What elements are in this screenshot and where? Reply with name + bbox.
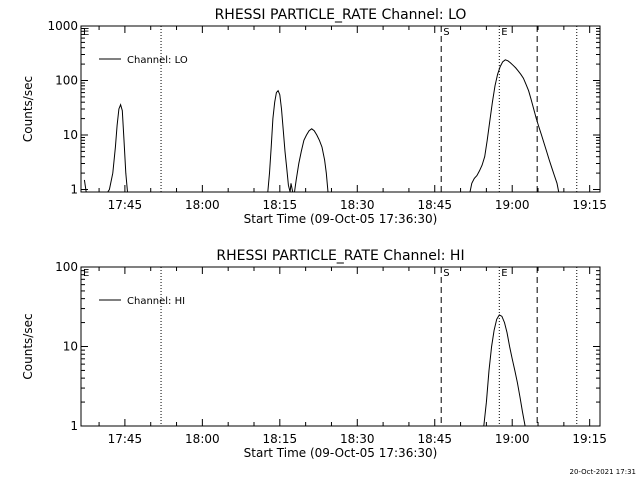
series-line xyxy=(83,59,560,193)
y-axis-label: Counts/sec xyxy=(21,313,35,379)
legend-label: Channel: LO xyxy=(127,55,188,66)
y-tick-label: 100 xyxy=(55,74,78,88)
x-tick-label: 19:00 xyxy=(495,432,530,446)
x-tick-label: 18:45 xyxy=(417,432,452,446)
x-tick-label: 19:15 xyxy=(572,198,607,212)
chart-title: RHESSI PARTICLE_RATE Channel: HI xyxy=(216,248,464,264)
plot-frame xyxy=(80,25,601,193)
x-tick-label: 18:15 xyxy=(263,432,298,446)
plot-frame xyxy=(80,266,601,427)
marker-label-e: E xyxy=(83,268,89,279)
marker-label-e: E xyxy=(83,27,89,38)
x-axis-label: Start Time (09-Oct-05 17:36:30) xyxy=(244,446,438,460)
hi-channel-plot: RHESSI PARTICLE_RATE Channel: HI Start Ti… xyxy=(21,248,607,460)
y-tick-label: 1 xyxy=(70,419,78,433)
x-tick-label: 18:15 xyxy=(263,198,298,212)
y-tick-label: 1000 xyxy=(47,19,78,33)
x-tick-label: 18:45 xyxy=(417,198,452,212)
x-tick-label: 19:15 xyxy=(572,432,607,446)
lo-channel-plot: RHESSI PARTICLE_RATE Channel: LO Start Ti… xyxy=(21,7,607,226)
x-axis-label: Start Time (09-Oct-05 17:36:30) xyxy=(244,212,438,226)
y-tick-label: 1 xyxy=(70,183,78,197)
x-tick-label: 18:30 xyxy=(340,198,375,212)
x-tick-label: 17:45 xyxy=(108,198,143,212)
y-tick-label: 100 xyxy=(55,260,78,274)
y-tick-label: 10 xyxy=(63,340,78,354)
x-tick-label: 19:00 xyxy=(495,198,530,212)
chart-title: RHESSI PARTICLE_RATE Channel: LO xyxy=(215,7,467,23)
x-tick-label: 18:00 xyxy=(185,198,220,212)
series-line xyxy=(483,314,526,427)
marker-label-e: E xyxy=(501,27,507,38)
marker-label-s: S xyxy=(443,268,449,279)
x-tick-label: 17:45 xyxy=(108,432,143,446)
legend-label: Channel: HI xyxy=(127,296,185,307)
y-tick-label: 10 xyxy=(63,128,78,142)
marker-label-s: S xyxy=(443,27,449,38)
x-tick-label: 18:00 xyxy=(185,432,220,446)
marker-label-e: E xyxy=(501,268,507,279)
footer-timestamp: 20-Oct-2021 17:31 xyxy=(570,468,636,476)
y-axis-label: Counts/sec xyxy=(21,76,35,142)
x-tick-label: 18:30 xyxy=(340,432,375,446)
